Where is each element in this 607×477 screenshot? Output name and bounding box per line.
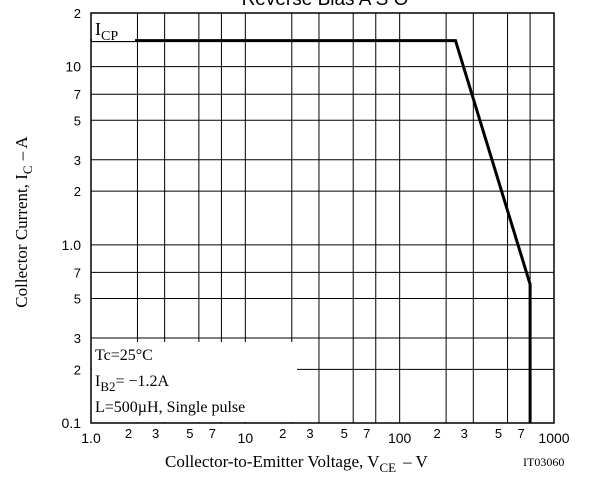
x-tick-label-minor: 5 — [495, 426, 502, 441]
x-tick-label-minor: 5 — [341, 426, 348, 441]
y-axis-label: Collector Current, IC– A — [12, 136, 35, 308]
x-tick-label-minor: 7 — [517, 426, 524, 441]
conditions-box — [92, 342, 297, 422]
figure-code: IT03060 — [523, 455, 564, 469]
x-tick-label-minor: 5 — [186, 426, 193, 441]
y-tick-label: 10 — [65, 59, 81, 75]
x-tick-label: 100 — [388, 430, 412, 446]
condition-temperature: Tc=25°C — [95, 347, 153, 364]
y-tick-label-minor: 5 — [74, 113, 81, 128]
y-tick-label-minor: 3 — [74, 153, 81, 168]
x-tick-label-minor: 2 — [279, 426, 286, 441]
y-tick-label-minor: 5 — [74, 291, 81, 306]
x-tick-label-minor: 2 — [434, 426, 441, 441]
icp-label: ICP — [95, 19, 118, 44]
soa-boundary-line — [91, 39, 532, 423]
y-tick-label-minor: 7 — [74, 87, 81, 102]
x-tick-label-minor: 3 — [306, 426, 313, 441]
y-tick-label-minor: 2 — [74, 184, 81, 199]
footer-clip-text: D T — [312, 474, 347, 477]
x-tick-label: 1000 — [538, 430, 569, 446]
chart-title: Reverse Bias A S O — [242, 0, 409, 10]
x-tick-label-minor: 3 — [152, 426, 159, 441]
condition-inductance: L=500µH, Single pulse — [95, 399, 245, 416]
y-tick-label-minor: 2 — [74, 362, 81, 377]
y-tick-label-minor: 2 — [74, 6, 81, 21]
y-tick-label: 1.0 — [62, 237, 82, 253]
condition-base-current: IB2= −1.2A — [95, 373, 170, 394]
x-tick-label-minor: 3 — [461, 426, 468, 441]
y-tick-labels: 0.1 1.0 10 2 3 5 7 2 3 5 7 2 — [62, 6, 82, 431]
plot-frame — [90, 12, 555, 424]
x-tick-label: 10 — [238, 430, 254, 446]
x-tick-label-minor: 2 — [125, 426, 132, 441]
y-tick-label-minor: 7 — [74, 265, 81, 280]
y-tick-label-minor: 3 — [74, 331, 81, 346]
x-tick-label-minor: 7 — [363, 426, 370, 441]
icp-label-box — [92, 14, 135, 41]
x-tick-label: 1.0 — [81, 430, 101, 446]
x-axis-label: Collector-to-Emitter Voltage, VCE – V — [165, 452, 429, 475]
x-tick-label-minor: 7 — [209, 426, 216, 441]
y-tick-label: 0.1 — [62, 415, 82, 431]
